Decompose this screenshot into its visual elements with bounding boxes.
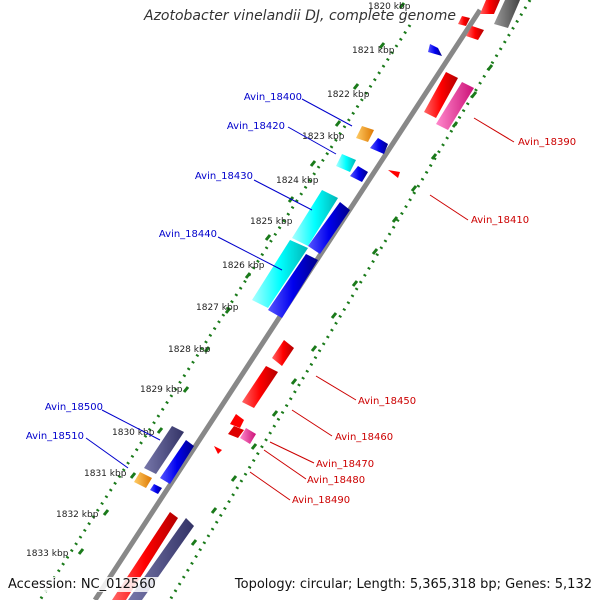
gene-avin-18510[interactable] <box>134 472 152 488</box>
gene-label[interactable]: Avin_18470 <box>316 459 374 470</box>
inner-tick-marks <box>190 64 494 546</box>
gene-avin-18510-blue[interactable] <box>150 484 162 494</box>
gene-avin-18500[interactable] <box>144 426 184 474</box>
gene-label[interactable]: Avin_18460 <box>335 432 393 443</box>
gene-avin-18400[interactable] <box>356 126 374 142</box>
tick-label: 1822 kbp <box>327 90 370 100</box>
tick-label: 1821 kbp <box>352 46 395 56</box>
leader-lines <box>85 98 515 501</box>
gene-red-18450-a[interactable] <box>272 340 294 366</box>
gene-label[interactable]: Avin_18480 <box>307 475 365 486</box>
gene-red-top[interactable] <box>480 0 500 14</box>
gene-avin-18450[interactable] <box>242 366 278 408</box>
gene-blue-18420[interactable] <box>350 166 368 182</box>
tick-label: 1831 kbp <box>84 469 127 479</box>
gene-label[interactable]: Avin_18400 <box>244 92 302 103</box>
tick-label: 1823 kbp <box>302 132 345 142</box>
gene-red-marker[interactable] <box>388 170 400 178</box>
gene-avin-18500-blue[interactable] <box>160 440 194 484</box>
tick-label: 1833 kbp <box>26 549 69 559</box>
tick-label: 1824 kbp <box>276 176 319 186</box>
tick-label: 1820 kbp <box>368 2 411 12</box>
gene-avin-18490[interactable] <box>214 446 222 454</box>
gene-avin-18460[interactable] <box>230 414 244 428</box>
gene-label[interactable]: Avin_18430 <box>195 171 253 182</box>
gene-label[interactable]: Avin_18500 <box>45 402 103 413</box>
gene-avin-18430[interactable] <box>292 190 338 246</box>
gene-avin-18440[interactable] <box>252 240 308 308</box>
tick-label: 1828 kbp <box>168 345 211 355</box>
gene-avin-18430-blue[interactable] <box>308 202 350 254</box>
gene-label[interactable]: Avin_18450 <box>358 396 416 407</box>
gene-red-18460-b[interactable] <box>228 426 244 438</box>
tick-label: 1825 kbp <box>250 217 293 227</box>
map-title: Azotobacter vinelandii DJ, complete geno… <box>144 8 456 24</box>
tick-labels: 1820 kbp 1821 kbp 1822 kbp 1823 kbp 1824 kbp… <box>26 2 411 559</box>
gene-red-small-a[interactable] <box>466 26 484 40</box>
gene-blue-18400[interactable] <box>370 138 388 154</box>
gene-label[interactable]: Avin_18490 <box>292 495 350 506</box>
tick-label: 1826 kbp <box>222 261 265 271</box>
outer-track-guide <box>38 24 412 600</box>
gene-label[interactable]: Avin_18440 <box>159 229 217 240</box>
gene-avin-18390-red[interactable] <box>424 72 458 118</box>
tick-label: 1832 kbp <box>56 510 99 520</box>
gene-label[interactable]: Avin_18510 <box>26 431 84 442</box>
gene-red-small-b[interactable] <box>458 16 470 26</box>
gene-label[interactable]: Avin_18420 <box>227 121 285 132</box>
tick-label: 1830 kbp <box>112 428 155 438</box>
gene-avin-18420[interactable] <box>336 154 356 172</box>
gene-blue-small[interactable] <box>428 44 442 56</box>
gene-labels-left: Avin_18400 Avin_18420 Avin_18430 Avin_18440… <box>26 92 302 442</box>
tick-label: 1827 kbp <box>196 303 239 313</box>
gene-labels-right: Avin_18390 Avin_18410 Avin_18450 Avin_18460… <box>292 137 576 506</box>
outer-tick-marks <box>77 2 406 555</box>
tick-label: 1829 kbp <box>140 385 183 395</box>
gene-features <box>112 0 520 600</box>
gene-label[interactable]: Avin_18390 <box>518 137 576 148</box>
summary-text: Topology: circular; Length: 5,365,318 bp… <box>232 577 594 592</box>
gene-label[interactable]: Avin_18410 <box>471 215 529 226</box>
gene-gray-top[interactable] <box>494 0 520 28</box>
gene-avin-18470[interactable] <box>240 428 256 444</box>
gene-avin-18440-blue[interactable] <box>268 254 318 318</box>
gene-avin-18390-magenta[interactable] <box>436 82 474 130</box>
accession-text: Accession: NC_012560 <box>6 577 158 592</box>
